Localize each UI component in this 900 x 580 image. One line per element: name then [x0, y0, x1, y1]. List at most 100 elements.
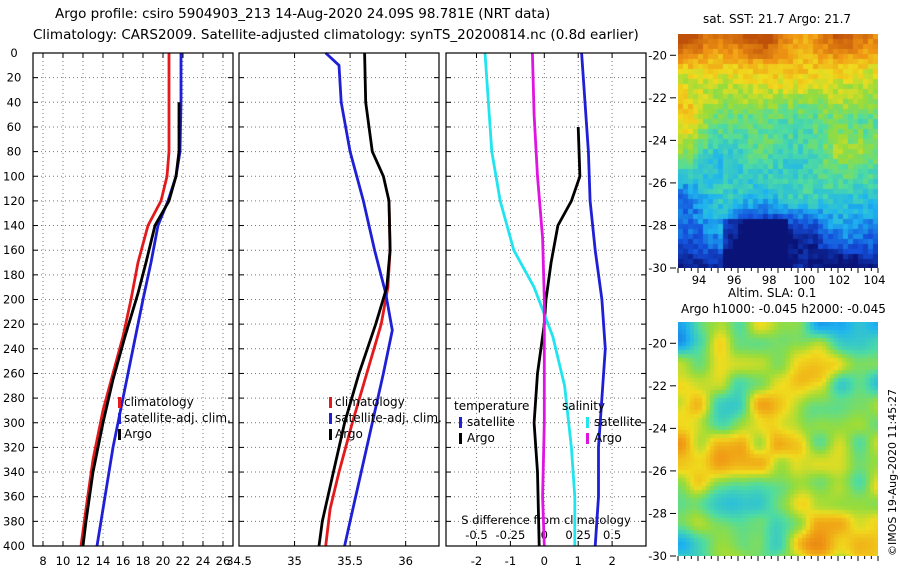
depth-tick-label: 340	[3, 465, 25, 479]
legend-label: Argo	[594, 431, 622, 445]
map-x-tick-label: 104	[864, 273, 886, 287]
legend-label: satellite-adj. clim.	[124, 411, 231, 425]
series-line-temperature-argo	[532, 126, 582, 547]
legend-title-salinity: salinity	[562, 399, 605, 413]
depth-tick-label: 220	[3, 317, 25, 331]
legend-swatch	[118, 429, 121, 440]
map-y-tick-label: -30	[648, 549, 667, 563]
legend-swatch	[118, 413, 121, 424]
title-line-2: Climatology: CARS2009. Satellite-adjuste…	[33, 27, 639, 43]
imos-credit: ©IMOS 19-Aug-2020 11:45:27	[886, 389, 899, 556]
x-tick-label: 36	[398, 554, 413, 568]
plot-frame	[238, 52, 440, 547]
x-tick-label: -1	[505, 554, 516, 568]
depth-tick-label: 20	[7, 71, 22, 85]
depth-tick-label: 320	[3, 440, 25, 454]
top-x-tick-label: 0.5	[603, 528, 621, 542]
title-line-1: Argo profile: csiro 5904903_213 14-Aug-2…	[55, 6, 551, 22]
x-tick-label: 24	[196, 554, 211, 568]
depth-tick-label: 0	[10, 46, 17, 60]
x-tick-label: 8	[39, 554, 46, 568]
sla-map-subtitle: Argo h1000: -0.045 h2000: -0.045	[681, 302, 886, 316]
legend-label: Argo	[335, 427, 363, 441]
map-axes: -20 -22 -24 -26 -28 -30 94 96 98 100 102 104	[648, 48, 885, 287]
map-x-tick-label: 96	[727, 273, 742, 287]
series-line-climatology	[79, 53, 171, 547]
series-line-salinity-satellite	[483, 52, 577, 546]
sst-map-title: sat. SST: 21.7 Argo: 21.7	[703, 12, 852, 26]
legend-swatch	[459, 417, 462, 428]
depth-tick-label: 100	[3, 169, 25, 183]
x-tick-label: 12	[76, 554, 91, 568]
map-y-tick-label: -26	[648, 176, 667, 190]
map-y-tick-label: -20	[648, 48, 667, 62]
depth-tick-label: 40	[7, 95, 22, 109]
map-x-tick-label: 100	[793, 273, 815, 287]
depth-tick-label: 180	[3, 268, 25, 282]
depth-tick-label: 160	[3, 243, 25, 257]
top-x-axis-label: S difference from climatology	[461, 513, 631, 527]
depth-tick-label: 400	[3, 539, 25, 553]
series-line-argo	[81, 102, 181, 547]
legend-label: satellite	[467, 415, 515, 429]
x-tick-label: 14	[96, 554, 111, 568]
top-x-tick-label: -0.25	[496, 528, 526, 542]
depth-tick-label: 260	[3, 366, 25, 380]
legend-swatch	[586, 433, 589, 444]
legend-swatch	[118, 397, 121, 408]
x-tick-label: 35.5	[337, 554, 363, 568]
map-axes: -20 -22 -24 -26 -28 -30	[648, 336, 879, 563]
x-tick-label: 26	[216, 554, 231, 568]
x-tick-label: 34.5	[226, 554, 252, 568]
x-tick-label: 35	[287, 554, 302, 568]
map-y-tick-label: -22	[648, 379, 667, 393]
legend-label: Argo	[124, 427, 152, 441]
x-tick-label: 10	[56, 554, 71, 568]
depth-tick-label: 240	[3, 342, 25, 356]
map-y-tick-label: -20	[648, 336, 667, 350]
map-y-tick-label: -24	[648, 421, 667, 435]
legend-swatch	[329, 429, 332, 440]
panel-3: -2 -1 0 1 2-0.5 -0.25 0 0.25 0.5S difference fro…	[445, 52, 647, 568]
depth-tick-label: 140	[3, 219, 25, 233]
series-line-temperature-satellite	[580, 52, 607, 547]
map-y-tick-label: -28	[648, 218, 667, 232]
x-tick-label: 0	[541, 554, 548, 568]
top-x-tick-label: 0.25	[565, 528, 591, 542]
top-x-tick-label: -0.5	[465, 528, 487, 542]
x-tick-label: 22	[176, 554, 191, 568]
map-y-tick-label: -28	[648, 506, 667, 520]
plot-frame	[445, 52, 647, 547]
depth-tick-label: 380	[3, 514, 25, 528]
legend-swatch	[329, 413, 332, 424]
plot-frame	[32, 52, 234, 547]
map-x-tick-label: 94	[692, 273, 707, 287]
map-y-tick-label: -30	[648, 261, 667, 275]
x-tick-label: 16	[116, 554, 131, 568]
depth-tick-label: 80	[7, 145, 22, 159]
depth-tick-label: 200	[3, 293, 25, 307]
map-x-tick-label: 98	[762, 273, 777, 287]
depth-tick-label: 280	[3, 391, 25, 405]
panel-1: 8 10 12 14 16 18 20 22 24 26 climatology satellite-…	[32, 52, 234, 568]
legend-swatch	[586, 417, 589, 428]
map-x-tick-label: 102	[828, 273, 850, 287]
sla-map-title: Altim. SLA: 0.1	[728, 286, 817, 300]
legend-label: Argo	[467, 431, 495, 445]
legend-label: satellite	[594, 415, 642, 429]
legend-label: climatology	[124, 395, 194, 409]
series-line-salinity-argo	[531, 52, 546, 547]
map-y-tick-label: -22	[648, 91, 667, 105]
depth-tick-label: 60	[7, 120, 22, 134]
sla-map	[678, 322, 878, 556]
legend-swatch	[459, 433, 462, 444]
sst-map	[678, 34, 878, 268]
series-line-argo	[317, 52, 392, 547]
legend-swatch	[329, 397, 332, 408]
x-tick-label: 2	[608, 554, 615, 568]
map-y-tick-label: -26	[648, 464, 667, 478]
legend-label: satellite-adj. clim.	[335, 411, 442, 425]
x-tick-label: 20	[156, 554, 171, 568]
